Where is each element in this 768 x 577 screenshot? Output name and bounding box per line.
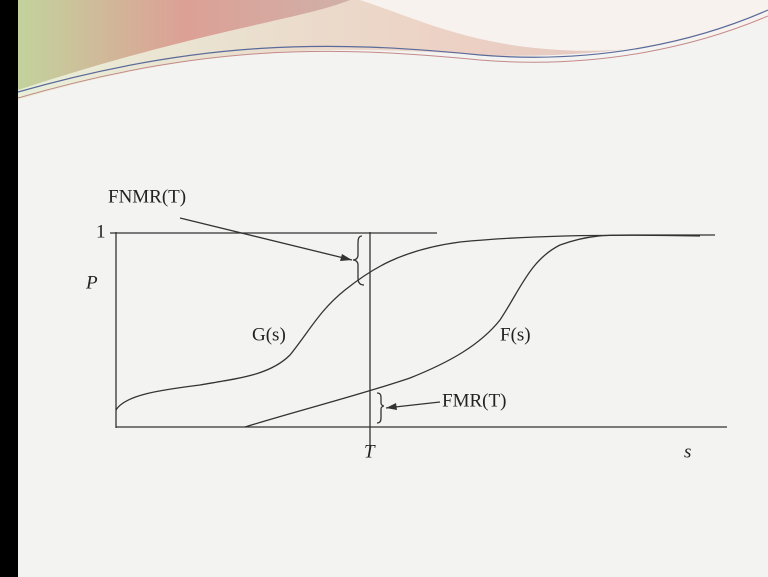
- left-bar: [0, 0, 18, 577]
- y-tick-label: 1: [96, 221, 106, 242]
- g-curve-label: G(s): [252, 324, 286, 345]
- y-axis-label: P: [85, 272, 98, 293]
- fmr-label: FMR(T): [442, 390, 506, 411]
- fnmr-label: FNMR(T): [108, 186, 186, 207]
- background: [0, 0, 768, 577]
- x-axis-label: s: [684, 441, 691, 462]
- threshold-label: T: [364, 441, 376, 462]
- f-curve-label: F(s): [500, 324, 531, 345]
- slide: FNMR(T) 1 P G(s) F(s) FMR(T) T s: [0, 0, 768, 577]
